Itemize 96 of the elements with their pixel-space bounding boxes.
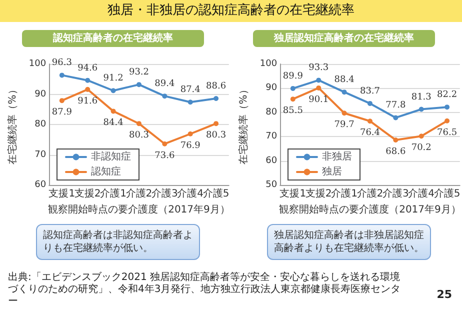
y-tick-label: 60 <box>34 180 46 190</box>
point <box>85 78 90 83</box>
data-label: 85.5 <box>282 106 304 116</box>
y-tick-label: 100 <box>260 59 278 69</box>
x-tick-label: 介護2 <box>356 188 384 200</box>
point <box>290 96 296 102</box>
point <box>59 98 64 104</box>
point <box>444 104 450 110</box>
legend-label: 非認知症 <box>91 150 131 162</box>
data-label: 93.3 <box>308 63 329 74</box>
data-label: 76.5 <box>437 128 458 138</box>
x-axis-title: 観察開始時点の要介護度（2017年9月） <box>279 204 461 216</box>
data-label: 79.7 <box>334 120 355 130</box>
text: 認知症高齢者は非認知症高齢者よりも在宅継続率が低い。 <box>36 224 200 260</box>
data-label: 94.6 <box>78 63 98 74</box>
legend-label: 非独居 <box>322 150 352 162</box>
x-tick-label: 介護3 <box>382 188 409 200</box>
x-tick-label: 支援2 <box>74 188 101 200</box>
data-label: 77.8 <box>386 100 406 111</box>
point <box>188 131 193 136</box>
data-label: 88.6 <box>206 81 226 92</box>
y-tick-label: 70 <box>34 150 46 160</box>
point <box>367 118 372 124</box>
legend-label: 認知症 <box>91 166 121 178</box>
data-label: 90.1 <box>308 94 329 105</box>
data-label: 93.2 <box>128 68 150 78</box>
y-tick-label: 50 <box>266 180 278 190</box>
x-tick-label: 介護2 <box>126 188 152 200</box>
y-axis-title: 在宅継続率（%） <box>238 84 250 164</box>
x-tick-label: 介護1 <box>100 188 126 200</box>
point <box>418 134 424 139</box>
x-tick-label: 介護5 <box>202 188 230 200</box>
text: 独居・非独居の認知症高齢者の在宅継続率 <box>0 0 462 22</box>
data-label: 91.2 <box>103 74 124 84</box>
data-label: 87.9 <box>52 108 72 118</box>
x-tick-label: 支援1 <box>280 188 306 200</box>
point <box>393 115 398 120</box>
source-note: 出典:「エビデンスブック2021 独居認知症高齢者等が安全・安心な暮らしを送れる環境づくりのための研究」、令和4年3月発行、地方独立行政法人東京都健康長寿医療センター <box>8 272 402 308</box>
data-label: 96.3 <box>52 58 72 68</box>
y-tick-label: 90 <box>34 89 46 100</box>
data-label: 70.2 <box>411 143 432 154</box>
point <box>188 100 193 105</box>
x-axis-title: 観察開始時点の要介護度（2017年9月） <box>48 204 230 216</box>
data-label: 87.4 <box>180 85 201 96</box>
chart-title: 独居認知症高齢者の在宅継続率 <box>253 30 435 47</box>
data-label: 68.6 <box>386 146 406 157</box>
text: 25 <box>436 288 452 301</box>
y-tick-label: 60 <box>266 156 278 166</box>
y-tick-label: 70 <box>266 132 278 142</box>
point <box>290 86 296 91</box>
x-tick-label: 介護5 <box>434 188 460 200</box>
data-label: 89.9 <box>282 71 304 82</box>
x-tick-label: 介護1 <box>331 188 358 200</box>
point <box>367 100 372 106</box>
data-label: 82.2 <box>437 90 458 100</box>
data-label: 73.6 <box>154 150 175 161</box>
y-tick-label: 100 <box>28 59 46 69</box>
text: 独居認知症高齢者は非独居認知症高齢者よりも在宅継続率が低い。 <box>267 224 431 260</box>
point <box>214 96 219 101</box>
point <box>418 106 424 112</box>
data-label: 80.3 <box>128 130 150 141</box>
point <box>393 137 398 142</box>
point <box>136 82 142 88</box>
point <box>162 94 168 99</box>
point <box>342 90 347 95</box>
point <box>162 141 168 146</box>
y-axis-title: 在宅継続率（%） <box>6 84 18 164</box>
y-tick-label: 90 <box>266 83 278 94</box>
point <box>85 86 90 92</box>
data-label: 76.4 <box>360 128 380 138</box>
data-label: 76.9 <box>180 140 201 151</box>
point <box>214 121 219 126</box>
data-label: 83.7 <box>360 86 380 96</box>
data-label: 81.3 <box>411 92 432 102</box>
point <box>316 78 322 83</box>
data-label: 91.6 <box>78 96 98 106</box>
x-tick-label: 支援1 <box>48 188 76 200</box>
x-tick-label: 介護4 <box>177 188 204 200</box>
data-label: 89.4 <box>154 79 175 90</box>
y-tick-label: 80 <box>34 120 46 130</box>
point <box>110 108 116 114</box>
chart-title: 認知症高齢者の在宅継続率 <box>22 30 204 47</box>
x-tick-label: 介護3 <box>151 188 178 200</box>
legend-label: 独居 <box>322 166 342 178</box>
point <box>59 72 64 78</box>
point <box>342 110 347 116</box>
data-label: 84.4 <box>103 118 124 128</box>
x-tick-label: 介護4 <box>408 188 435 200</box>
point <box>110 88 116 94</box>
x-tick-label: 支援2 <box>305 188 332 200</box>
data-label: 88.4 <box>334 75 355 86</box>
point <box>136 121 142 126</box>
y-tick-label: 80 <box>266 107 278 118</box>
point <box>316 85 322 90</box>
point <box>444 118 450 124</box>
data-label: 80.3 <box>206 130 226 141</box>
